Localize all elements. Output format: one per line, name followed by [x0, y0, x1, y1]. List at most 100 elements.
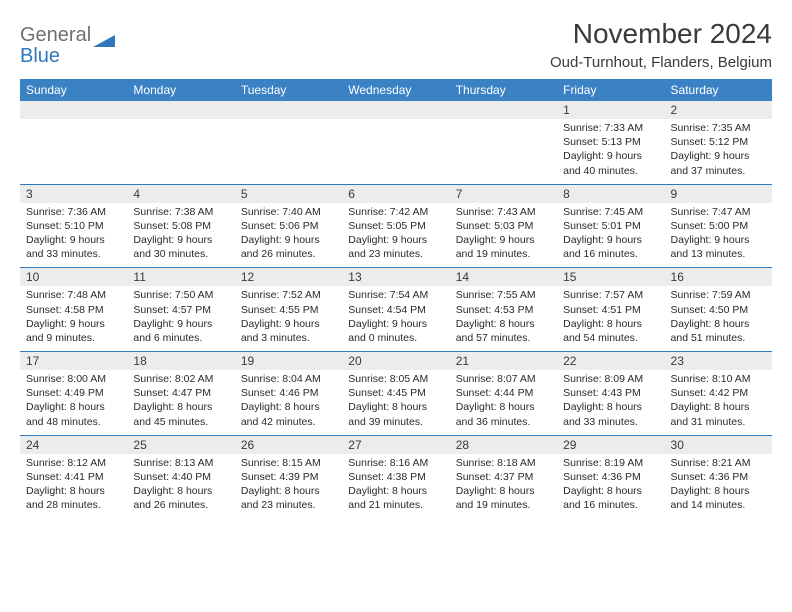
day-cell: Sunrise: 8:07 AMSunset: 4:44 PMDaylight:… [450, 370, 557, 435]
day-info: Sunrise: 8:07 AMSunset: 4:44 PMDaylight:… [450, 370, 557, 435]
sunrise-text: Sunrise: 8:13 AM [133, 456, 228, 470]
sunrise-text: Sunrise: 8:07 AM [456, 372, 551, 386]
sunrise-text: Sunrise: 7:33 AM [563, 121, 658, 135]
day-info: Sunrise: 7:57 AMSunset: 4:51 PMDaylight:… [557, 286, 664, 351]
day-info: Sunrise: 7:47 AMSunset: 5:00 PMDaylight:… [665, 203, 772, 268]
day-number [20, 101, 127, 119]
day-cell [342, 119, 449, 184]
daylight-text: Daylight: 9 hours and 0 minutes. [348, 317, 443, 345]
day-cell: Sunrise: 8:02 AMSunset: 4:47 PMDaylight:… [127, 370, 234, 435]
sunset-text: Sunset: 4:47 PM [133, 386, 228, 400]
day-cell: Sunrise: 7:45 AMSunset: 5:01 PMDaylight:… [557, 203, 664, 268]
sunrise-text: Sunrise: 8:21 AM [671, 456, 766, 470]
day-info: Sunrise: 8:18 AMSunset: 4:37 PMDaylight:… [450, 454, 557, 519]
daylight-text: Daylight: 8 hours and 23 minutes. [241, 484, 336, 512]
day-number: 5 [235, 185, 342, 203]
weekday-header: Saturday [665, 79, 772, 101]
sunrise-text: Sunrise: 8:09 AM [563, 372, 658, 386]
sunrise-text: Sunrise: 8:05 AM [348, 372, 443, 386]
day-info: Sunrise: 7:48 AMSunset: 4:58 PMDaylight:… [20, 286, 127, 351]
day-info: Sunrise: 8:15 AMSunset: 4:39 PMDaylight:… [235, 454, 342, 519]
sunset-text: Sunset: 4:55 PM [241, 303, 336, 317]
sunset-text: Sunset: 5:03 PM [456, 219, 551, 233]
logo-triangle-icon [93, 33, 115, 57]
daylight-text: Daylight: 9 hours and 3 minutes. [241, 317, 336, 345]
day-cell: Sunrise: 7:35 AMSunset: 5:12 PMDaylight:… [665, 119, 772, 184]
logo-text-1: General [20, 24, 91, 46]
title-block: November 2024 Oud-Turnhout, Flanders, Be… [550, 18, 772, 71]
sunrise-text: Sunrise: 7:59 AM [671, 288, 766, 302]
day-number: 1 [557, 101, 664, 119]
sunrise-text: Sunrise: 7:45 AM [563, 205, 658, 219]
daylight-text: Daylight: 9 hours and 6 minutes. [133, 317, 228, 345]
day-number: 21 [450, 352, 557, 370]
sunrise-text: Sunrise: 7:57 AM [563, 288, 658, 302]
location-subtitle: Oud-Turnhout, Flanders, Belgium [550, 54, 772, 71]
day-info: Sunrise: 8:00 AMSunset: 4:49 PMDaylight:… [20, 370, 127, 435]
daylight-text: Daylight: 8 hours and 28 minutes. [26, 484, 121, 512]
daynum-row: 17181920212223 [20, 351, 772, 370]
sunset-text: Sunset: 4:43 PM [563, 386, 658, 400]
day-cell: Sunrise: 8:16 AMSunset: 4:38 PMDaylight:… [342, 454, 449, 519]
daylight-text: Daylight: 9 hours and 37 minutes. [671, 149, 766, 177]
daylight-text: Daylight: 8 hours and 42 minutes. [241, 400, 336, 428]
sunset-text: Sunset: 4:46 PM [241, 386, 336, 400]
day-info: Sunrise: 8:02 AMSunset: 4:47 PMDaylight:… [127, 370, 234, 435]
day-number: 25 [127, 436, 234, 454]
daylight-text: Daylight: 9 hours and 26 minutes. [241, 233, 336, 261]
sunrise-text: Sunrise: 7:54 AM [348, 288, 443, 302]
sunrise-text: Sunrise: 7:36 AM [26, 205, 121, 219]
sunset-text: Sunset: 5:13 PM [563, 135, 658, 149]
day-info: Sunrise: 8:09 AMSunset: 4:43 PMDaylight:… [557, 370, 664, 435]
sunset-text: Sunset: 4:51 PM [563, 303, 658, 317]
sunset-text: Sunset: 4:54 PM [348, 303, 443, 317]
day-cell: Sunrise: 8:05 AMSunset: 4:45 PMDaylight:… [342, 370, 449, 435]
daylight-text: Daylight: 9 hours and 9 minutes. [26, 317, 121, 345]
sunset-text: Sunset: 4:36 PM [563, 470, 658, 484]
sunrise-text: Sunrise: 8:12 AM [26, 456, 121, 470]
weekday-header: Monday [127, 79, 234, 101]
day-number: 12 [235, 268, 342, 286]
day-info: Sunrise: 7:45 AMSunset: 5:01 PMDaylight:… [557, 203, 664, 268]
daylight-text: Daylight: 8 hours and 21 minutes. [348, 484, 443, 512]
sunset-text: Sunset: 5:10 PM [26, 219, 121, 233]
sunset-text: Sunset: 4:50 PM [671, 303, 766, 317]
week-row: Sunrise: 8:00 AMSunset: 4:49 PMDaylight:… [20, 370, 772, 435]
day-number: 26 [235, 436, 342, 454]
sunset-text: Sunset: 4:36 PM [671, 470, 766, 484]
sunrise-text: Sunrise: 7:48 AM [26, 288, 121, 302]
day-cell: Sunrise: 7:40 AMSunset: 5:06 PMDaylight:… [235, 203, 342, 268]
day-cell [450, 119, 557, 184]
day-number: 2 [665, 101, 772, 119]
day-info [127, 119, 234, 181]
sunrise-text: Sunrise: 8:10 AM [671, 372, 766, 386]
calendar-body: 12Sunrise: 7:33 AMSunset: 5:13 PMDayligh… [20, 101, 772, 518]
sunset-text: Sunset: 4:58 PM [26, 303, 121, 317]
sunrise-text: Sunrise: 8:00 AM [26, 372, 121, 386]
sunrise-text: Sunrise: 7:35 AM [671, 121, 766, 135]
daynum-row: 12 [20, 101, 772, 119]
day-info: Sunrise: 7:40 AMSunset: 5:06 PMDaylight:… [235, 203, 342, 268]
day-number: 6 [342, 185, 449, 203]
daynum-row: 3456789 [20, 184, 772, 203]
day-cell: Sunrise: 8:10 AMSunset: 4:42 PMDaylight:… [665, 370, 772, 435]
day-number: 10 [20, 268, 127, 286]
day-info [450, 119, 557, 181]
day-info: Sunrise: 7:43 AMSunset: 5:03 PMDaylight:… [450, 203, 557, 268]
day-info: Sunrise: 8:10 AMSunset: 4:42 PMDaylight:… [665, 370, 772, 435]
day-info: Sunrise: 7:33 AMSunset: 5:13 PMDaylight:… [557, 119, 664, 184]
day-number: 19 [235, 352, 342, 370]
daylight-text: Daylight: 8 hours and 14 minutes. [671, 484, 766, 512]
daylight-text: Daylight: 8 hours and 45 minutes. [133, 400, 228, 428]
day-info: Sunrise: 7:52 AMSunset: 4:55 PMDaylight:… [235, 286, 342, 351]
weekday-header: Thursday [450, 79, 557, 101]
calendar-page: General Blue November 2024 Oud-Turnhout,… [0, 0, 792, 530]
day-number: 30 [665, 436, 772, 454]
day-cell: Sunrise: 7:52 AMSunset: 4:55 PMDaylight:… [235, 286, 342, 351]
day-cell: Sunrise: 7:43 AMSunset: 5:03 PMDaylight:… [450, 203, 557, 268]
day-cell: Sunrise: 7:42 AMSunset: 5:05 PMDaylight:… [342, 203, 449, 268]
daynum-row: 10111213141516 [20, 267, 772, 286]
sunrise-text: Sunrise: 7:55 AM [456, 288, 551, 302]
sunset-text: Sunset: 4:39 PM [241, 470, 336, 484]
sunrise-text: Sunrise: 8:15 AM [241, 456, 336, 470]
